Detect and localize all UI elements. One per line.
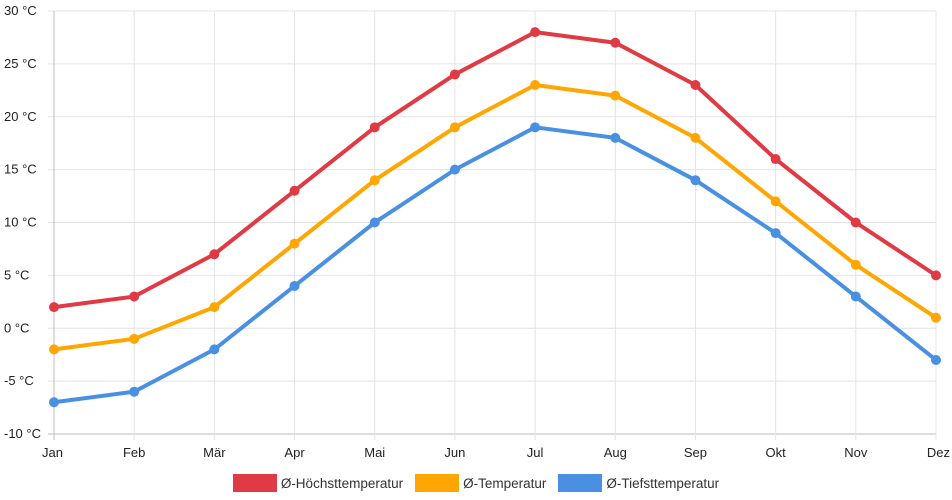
data-point[interactable] [129, 333, 140, 344]
series-line-2 [52, 125, 938, 405]
y-tick-label: 10 °C [4, 215, 37, 230]
data-point[interactable] [770, 196, 781, 207]
data-point[interactable] [129, 386, 140, 397]
x-tick-label-mai: Mai [364, 445, 385, 460]
x-tick-label-aug: Aug [604, 445, 627, 460]
data-point[interactable] [449, 122, 460, 133]
data-point[interactable] [289, 238, 300, 249]
legend-item-0[interactable]: Ø-Höchsttemperatur [232, 474, 404, 492]
y-tick-label: 30 °C [4, 3, 37, 18]
y-tick-label: 0 °C [4, 320, 29, 335]
data-point[interactable] [49, 397, 59, 408]
series-group [49, 27, 941, 408]
data-point[interactable] [369, 217, 380, 228]
legend-label: Ø-Höchsttemperatur [280, 475, 404, 491]
y-tick-label: -5 °C [4, 373, 34, 388]
x-tick-label-jul: Jul [527, 445, 544, 460]
data-point[interactable] [449, 164, 460, 175]
x-tick-label-jan: Jan [42, 445, 63, 460]
y-tick-label: 5 °C [4, 267, 29, 282]
legend-swatch [558, 474, 603, 492]
data-point[interactable] [770, 154, 781, 165]
y-tick-label: -10 °C [4, 426, 41, 441]
legend-label: Ø-Tiefsttemperatur [606, 475, 720, 491]
series-line-0 [52, 30, 938, 310]
data-point[interactable] [129, 291, 140, 302]
data-point[interactable] [931, 312, 941, 323]
data-point[interactable] [850, 259, 861, 270]
x-tick-label-nov: Nov [844, 445, 868, 460]
x-axis-ticks: Jan Feb Mär Apr Mai Jun Jul Aug Sep Okt Nov Dez [42, 445, 950, 460]
data-point[interactable] [931, 354, 941, 365]
legend-label: Ø-Temperatur [463, 475, 547, 491]
x-tick-label-jun: Jun [444, 445, 465, 460]
data-point[interactable] [449, 69, 460, 80]
data-point[interactable] [289, 185, 300, 196]
data-point[interactable] [289, 280, 300, 291]
data-point[interactable] [690, 132, 701, 143]
y-axis-ticks: -10 °C -5 °C 0 °C 5 °C 10 °C 15 °C 20 °C 25 °C 3… [4, 3, 41, 441]
data-point[interactable] [209, 249, 220, 260]
data-point[interactable] [530, 122, 541, 133]
data-point[interactable] [530, 80, 541, 91]
data-point[interactable] [690, 80, 701, 91]
data-point[interactable] [770, 228, 781, 239]
legend-swatch [415, 474, 460, 492]
data-point[interactable] [49, 302, 59, 313]
data-point[interactable] [209, 302, 220, 313]
data-point[interactable] [209, 344, 220, 355]
data-point[interactable] [369, 122, 380, 133]
x-tick-label-apr: Apr [284, 445, 305, 460]
x-tick-label-sep: Sep [684, 445, 707, 460]
series-line-1 [52, 83, 938, 352]
data-point[interactable] [850, 291, 861, 302]
y-tick-label: 20 °C [4, 109, 37, 124]
data-point[interactable] [850, 217, 861, 228]
data-point[interactable] [49, 344, 59, 355]
x-tick-label-dez: Dez [927, 445, 950, 460]
legend: Ø-Höchsttemperatur Ø-Temperatur Ø-Tiefstte… [0, 472, 952, 494]
data-point[interactable] [610, 90, 621, 101]
legend-item-2[interactable]: Ø-Tiefsttemperatur [558, 474, 719, 492]
data-point[interactable] [610, 37, 621, 48]
y-tick-label: 15 °C [4, 162, 37, 177]
x-tick-label-okt: Okt [766, 445, 787, 460]
data-point[interactable] [690, 175, 701, 186]
data-point[interactable] [530, 27, 541, 38]
x-tick-label-mär: Mär [203, 445, 226, 460]
x-tick-label-feb: Feb [123, 445, 145, 460]
data-point[interactable] [931, 270, 941, 281]
grid [48, 10, 937, 440]
legend-swatch [232, 474, 277, 492]
data-point[interactable] [610, 132, 621, 143]
y-tick-label: 25 °C [4, 56, 37, 71]
legend-item-1[interactable]: Ø-Temperatur [415, 474, 546, 492]
data-point[interactable] [369, 175, 380, 186]
